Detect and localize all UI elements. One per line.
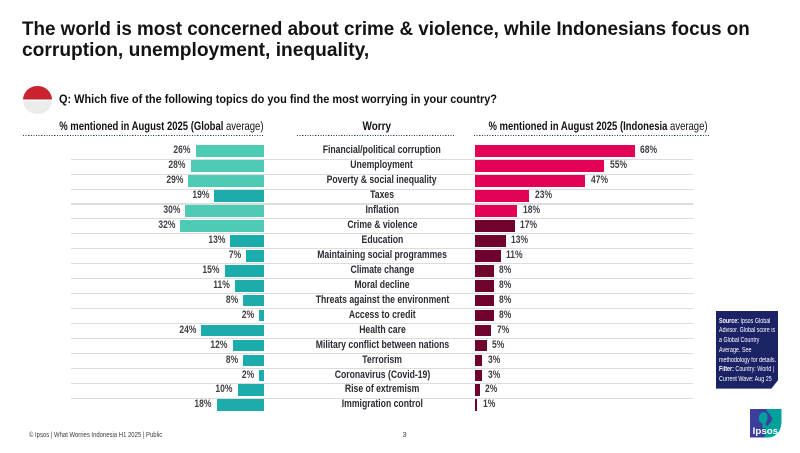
- svg-text:Ipsos: Ipsos: [753, 426, 779, 436]
